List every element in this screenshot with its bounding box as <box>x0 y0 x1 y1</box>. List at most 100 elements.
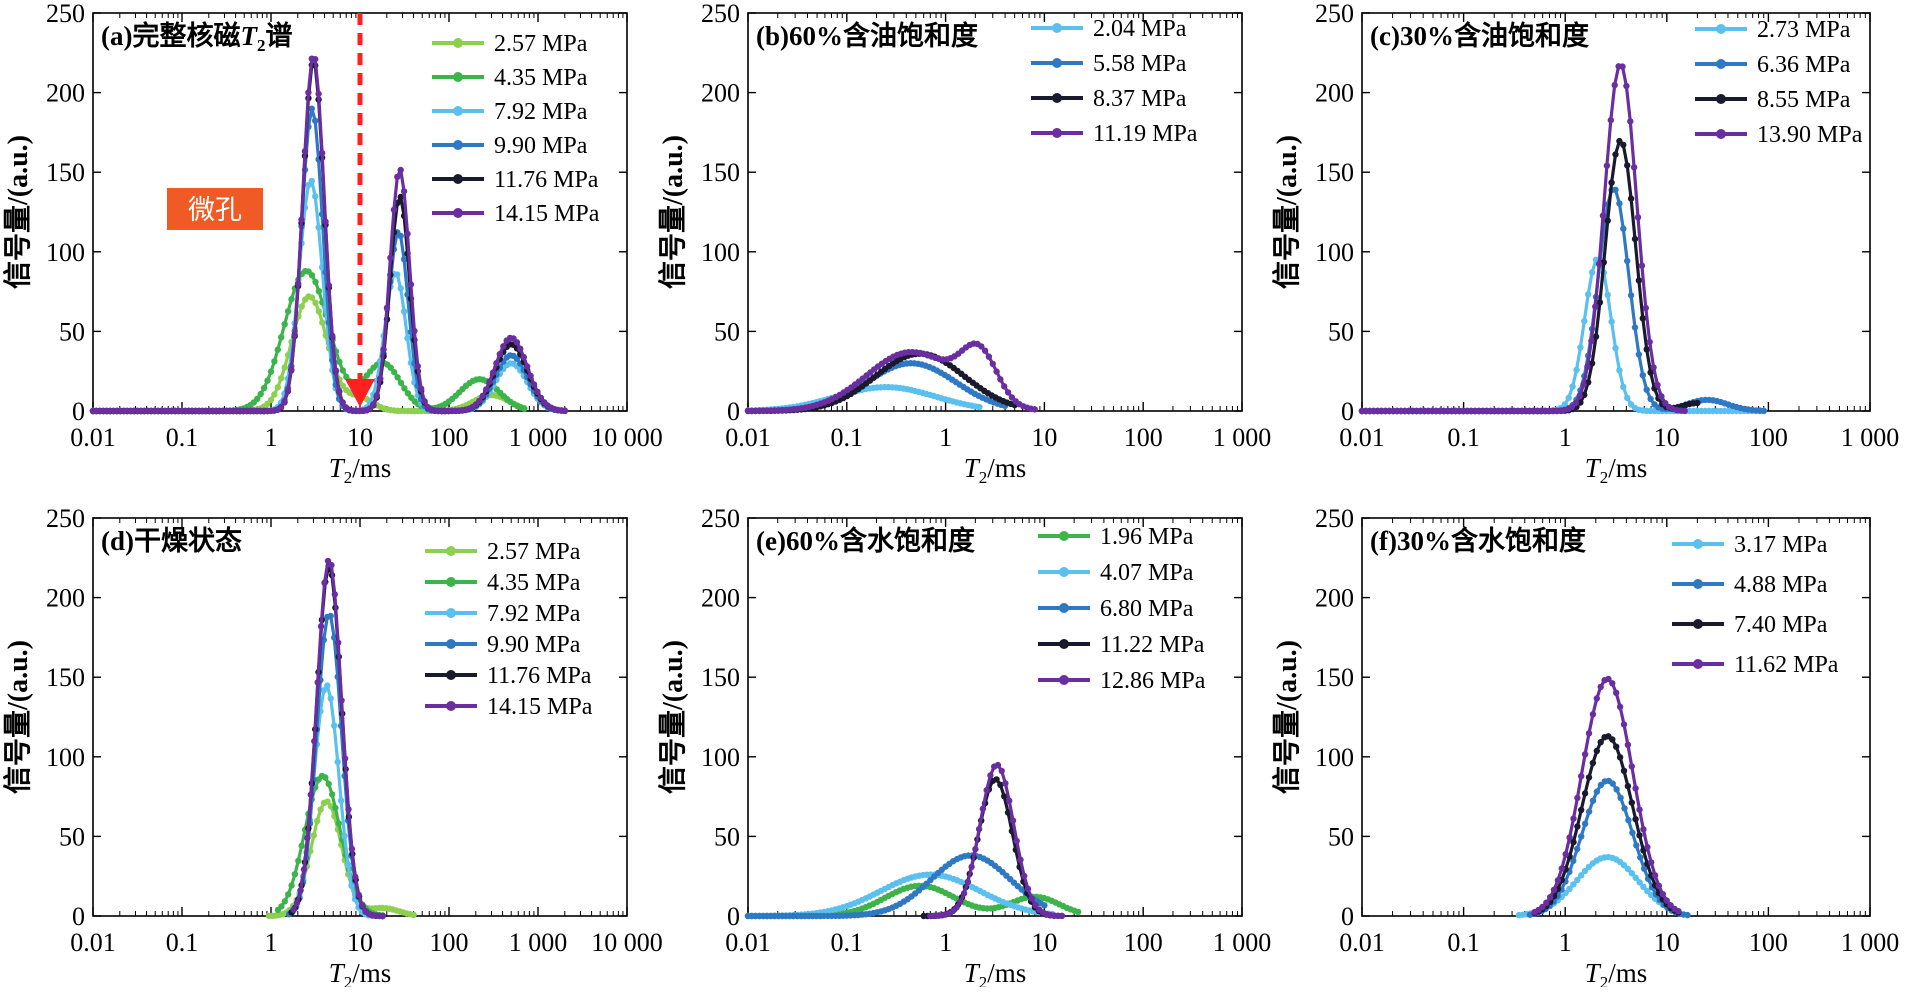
data-point <box>1570 838 1577 846</box>
data-point <box>1616 754 1624 761</box>
data-point <box>1603 162 1611 169</box>
legend-entry: 7.92 MPa <box>425 601 581 627</box>
series-4 <box>286 612 386 920</box>
data-point <box>291 871 299 878</box>
x-tick-label: 1 000 <box>509 423 568 452</box>
x-axis-label-unit: /ms <box>987 958 1026 987</box>
data-point <box>404 390 412 397</box>
legend-swatch-marker <box>446 577 456 587</box>
data-point <box>517 345 524 352</box>
data-point <box>348 845 356 853</box>
series-6 <box>290 557 386 920</box>
y-axis-label: 信号量/(a.u.) <box>2 640 34 794</box>
data-point <box>312 299 319 306</box>
legend-entry: 4.35 MPa <box>432 65 588 91</box>
data-point <box>1659 891 1667 898</box>
y-tick-label: 50 <box>714 822 740 851</box>
data-point <box>318 149 326 157</box>
data-point <box>1633 842 1640 849</box>
legend-entry: 5.58 MPa <box>1031 51 1187 77</box>
data-point <box>1002 780 1009 787</box>
data-point <box>1694 399 1701 407</box>
x-axis-label-unit: /ms <box>987 453 1026 483</box>
y-tick-label: 100 <box>701 743 740 772</box>
legend-entry: 4.35 MPa <box>425 570 581 596</box>
data-point <box>486 378 493 385</box>
data-point <box>496 350 503 358</box>
legend-entry: 14.15 MPa <box>425 694 593 720</box>
data-point <box>1581 820 1589 827</box>
data-point <box>418 385 425 392</box>
legend-label: 2.57 MPa <box>487 539 581 565</box>
data-point <box>1581 790 1589 797</box>
data-point <box>1607 116 1615 124</box>
data-point <box>476 397 483 405</box>
x-tick-label: 100 <box>1124 928 1163 957</box>
data-point <box>274 384 281 391</box>
data-point <box>1638 262 1646 269</box>
data-point <box>500 343 507 350</box>
data-point <box>1585 808 1593 815</box>
data-point <box>305 89 312 96</box>
panel-title: (a)完整核磁T2谱 <box>101 20 292 55</box>
data-point <box>1597 739 1604 746</box>
data-point <box>1585 774 1593 781</box>
data-point <box>1620 383 1627 391</box>
data-point <box>298 216 305 223</box>
data-point <box>312 117 319 124</box>
data-point <box>1616 703 1624 710</box>
data-point <box>315 308 323 315</box>
data-point <box>281 321 288 328</box>
series-line <box>1362 258 1764 413</box>
x-axis-label: T2/ms <box>1585 453 1648 487</box>
legend-label: 6.80 MPa <box>1100 596 1194 622</box>
data-point <box>1580 381 1587 388</box>
x-tick-label: 1 000 <box>1841 423 1900 452</box>
data-point <box>339 399 346 406</box>
data-point <box>314 679 321 686</box>
data-point <box>411 327 418 335</box>
panel-title: (d)干燥状态 <box>101 526 242 556</box>
data-point <box>315 224 322 231</box>
legend-swatch-marker <box>446 701 456 711</box>
data-point <box>960 890 968 897</box>
y-tick-label: 250 <box>701 0 740 28</box>
data-point <box>312 56 319 63</box>
data-point <box>327 695 334 702</box>
data-point <box>1624 162 1631 169</box>
data-point <box>1609 680 1616 687</box>
legend-label: 11.76 MPa <box>487 663 592 689</box>
annotation-box <box>167 188 263 230</box>
data-point <box>1655 882 1663 889</box>
series-4 <box>1358 63 1688 415</box>
data-point <box>421 398 428 405</box>
data-point <box>1640 826 1647 833</box>
series-4 <box>1531 675 1682 916</box>
x-tick-label: 0.1 <box>831 928 864 957</box>
data-point <box>534 388 541 395</box>
data-point <box>314 817 321 825</box>
x-tick-label: 100 <box>1124 423 1163 452</box>
data-point <box>1624 865 1632 873</box>
x-tick-label: 1 <box>939 928 952 957</box>
data-point <box>290 906 297 913</box>
series-2 <box>1358 186 1768 415</box>
data-point <box>1578 773 1585 780</box>
data-point <box>397 166 404 174</box>
data-point <box>530 381 538 388</box>
chart-panel-c: 0 50 100 150 200 250 0.01 0.1 1 10 100 1 000 T2/ms 信号… <box>1271 0 1899 487</box>
data-point <box>1588 269 1596 276</box>
legend-label: 6.36 MPa <box>1757 52 1851 78</box>
legend-swatch-marker <box>453 208 463 218</box>
x-tick-label: 1 000 <box>1213 928 1272 957</box>
data-point <box>1641 865 1648 872</box>
data-point <box>1616 200 1623 207</box>
data-point <box>1596 299 1604 306</box>
data-point <box>1589 711 1597 718</box>
legend-entry: 2.04 MPa <box>1031 16 1187 42</box>
data-point <box>331 722 338 729</box>
legend-entry: 11.22 MPa <box>1038 632 1205 658</box>
data-point <box>1644 887 1651 895</box>
data-point <box>957 898 964 905</box>
legend-entry: 8.37 MPa <box>1031 86 1187 112</box>
